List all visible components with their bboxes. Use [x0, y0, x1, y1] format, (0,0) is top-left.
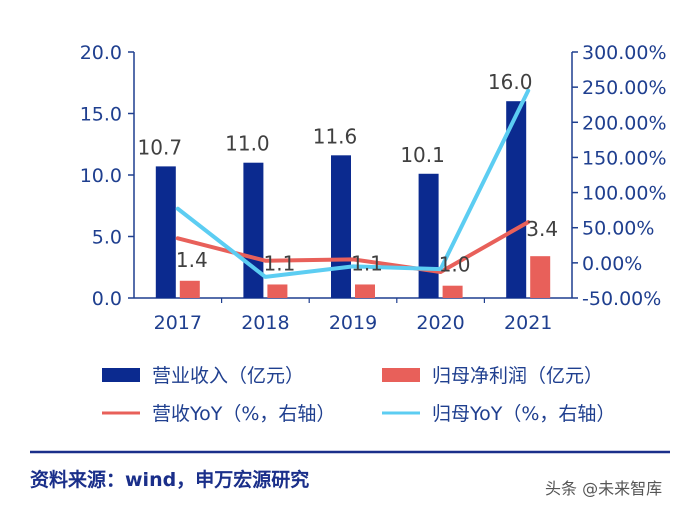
left-tick-label: 20.0 [80, 42, 122, 64]
revenue-data-label: 10.1 [400, 143, 445, 167]
revenue-bar [418, 173, 439, 298]
profit-bar [530, 256, 551, 298]
revenue-data-label: 10.7 [138, 135, 183, 159]
legend-swatch-profit [382, 368, 420, 382]
profit-data-label: 3.4 [526, 217, 558, 241]
profit-data-label: 1.1 [263, 251, 295, 275]
left-tick-label: 15.0 [80, 104, 122, 126]
x-tick-label: 2018 [241, 312, 289, 334]
right-tick-label: -50.00% [582, 288, 661, 310]
left-tick-label: 10.0 [80, 165, 122, 187]
right-tick-label: 100.00% [582, 183, 667, 205]
profit-bar [355, 284, 375, 298]
profit-data-label: 1.4 [176, 248, 208, 272]
right-tick-label: 150.00% [582, 147, 667, 169]
legend-swatch-revenue [102, 368, 140, 382]
revenue-data-label: 16.0 [488, 70, 533, 94]
source-note: 资料来源：wind，申万宏源研究 [30, 468, 309, 491]
right-tick-label: 50.00% [582, 218, 654, 240]
revenue-bar [331, 155, 351, 298]
legend-label-profit: 归母净利润（亿元） [432, 365, 603, 387]
legend-label-revenue-yoy: 营收YoY（%，右轴） [152, 403, 335, 425]
profit-data-label: 1.1 [351, 251, 383, 275]
right-tick-label: 250.00% [582, 77, 667, 99]
right-tick-label: 200.00% [582, 112, 667, 134]
right-tick-label: 300.00% [582, 42, 667, 64]
legend-label-profit-yoy: 归母YoY（%，右轴） [432, 403, 615, 425]
revenue-bar [155, 166, 176, 298]
profit-yoy-line [175, 88, 531, 279]
profit-bar [442, 285, 463, 298]
watermark: 头条 @未来智库 [545, 479, 662, 498]
legend-label-revenue: 营业收入（亿元） [152, 365, 304, 387]
left-tick-label: 0.0 [92, 288, 122, 310]
left-tick-label: 5.0 [92, 227, 122, 249]
x-tick-label: 2020 [416, 312, 464, 334]
right-tick-label: 0.00% [582, 253, 642, 275]
x-tick-label: 2019 [329, 312, 377, 334]
profit-data-label: 1.0 [439, 253, 471, 277]
x-tick-label: 2021 [504, 312, 552, 334]
x-tick-label: 2017 [154, 312, 202, 334]
profit-bar [179, 280, 200, 298]
revenue-bar [243, 162, 264, 298]
profit-bar [267, 284, 288, 298]
revenue-bar [506, 101, 527, 298]
revenue-data-label: 11.0 [225, 132, 270, 156]
revenue-data-label: 11.6 [313, 124, 358, 148]
